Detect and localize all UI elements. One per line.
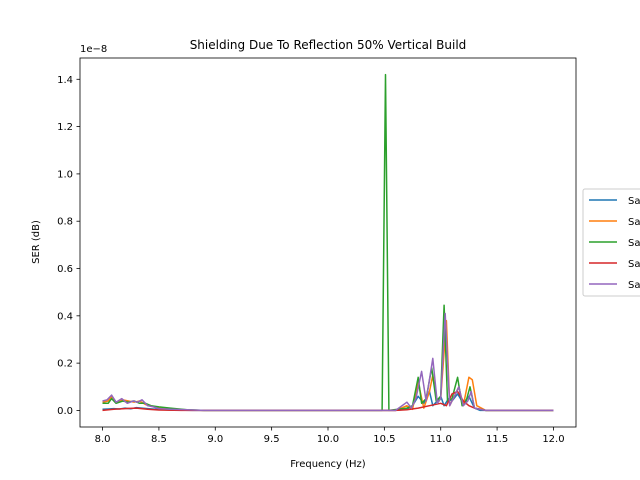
y-tick-label: 0.8 — [57, 217, 73, 228]
x-tick-label: 9.5 — [264, 434, 280, 445]
x-tick-label: 11.0 — [430, 434, 452, 445]
legend-entry-2: Sa — [589, 217, 640, 228]
series-layer — [102, 73, 554, 412]
y-tick-label: 0.0 — [57, 406, 73, 417]
y-axis-label: SER (dB) — [31, 220, 42, 264]
x-tick-label: 10.5 — [373, 434, 395, 445]
x-tick-label: 8.0 — [95, 434, 111, 445]
legend: Sa Sa Sa Sa Sa — [582, 188, 640, 297]
x-tick-label: 8.5 — [151, 434, 167, 445]
x-tick-label: 11.5 — [486, 434, 508, 445]
y-axis: 0.0 0.2 0.4 0.6 0.8 1.0 1.2 1.4 — [57, 75, 80, 417]
y-tick-label: 0.2 — [57, 359, 73, 370]
x-tick-label: 10.0 — [317, 434, 339, 445]
legend-label: Sa — [628, 259, 640, 270]
legend-label: Sa — [628, 217, 640, 228]
y-tick-label: 1.0 — [57, 169, 73, 180]
y-tick-label: 0.4 — [57, 311, 73, 322]
y-tick-label: 0.6 — [57, 264, 73, 275]
y-offset-label: 1e−8 — [80, 44, 107, 55]
legend-entry-4: Sa — [589, 259, 640, 270]
y-tick-label: 1.2 — [57, 122, 73, 133]
series-line-4 — [102, 390, 554, 412]
x-tick-label: 9.0 — [207, 434, 223, 445]
y-tick-label: 1.4 — [57, 75, 73, 86]
legend-label: Sa — [628, 196, 640, 207]
x-axis: 8.0 8.5 9.0 9.5 10.0 10.5 11.0 11.5 12.0 — [95, 427, 565, 445]
x-axis-label: Frequency (Hz) — [290, 459, 366, 470]
x-tick-label: 12.0 — [542, 434, 564, 445]
series-line-5 — [102, 312, 554, 412]
legend-entry-3: Sa — [589, 238, 640, 249]
legend-label: Sa — [628, 238, 640, 249]
legend-entry-1: Sa — [589, 196, 640, 207]
legend-entry-5: Sa — [589, 280, 640, 291]
chart-title: Shielding Due To Reflection 50% Vertical… — [190, 38, 467, 52]
legend-label: Sa — [628, 280, 640, 291]
